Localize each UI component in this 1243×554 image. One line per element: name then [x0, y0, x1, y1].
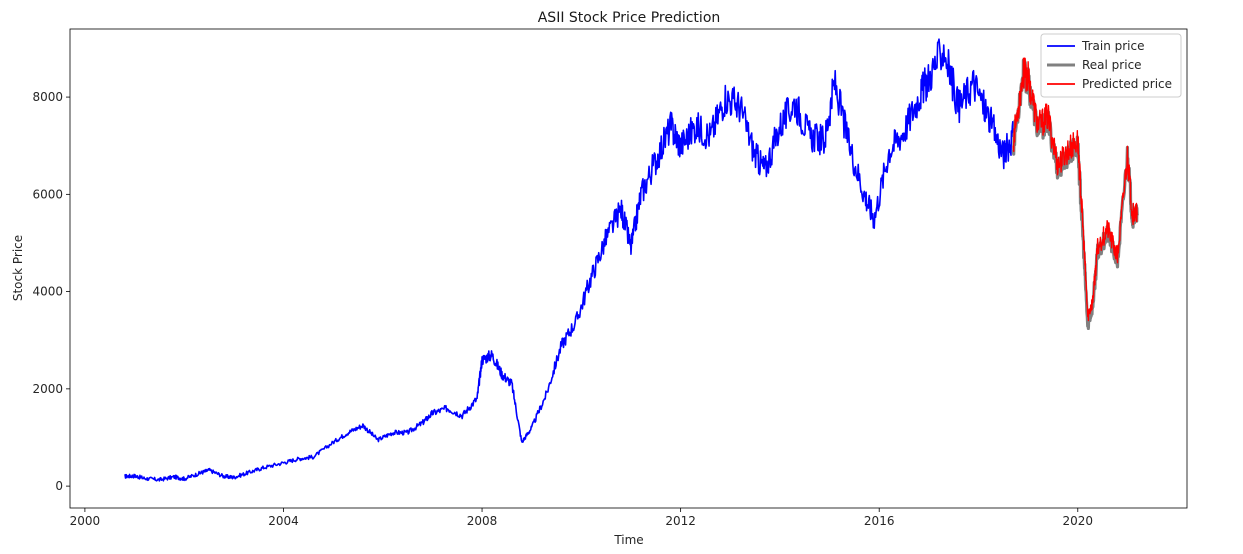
- legend-box: [1040, 33, 1182, 98]
- y-tick-label: 2000: [32, 382, 63, 396]
- legend-label: Real price: [1082, 58, 1142, 72]
- series-line-train-price: [124, 38, 1015, 482]
- y-tick-label: 4000: [32, 285, 63, 299]
- y-tick-label: 6000: [32, 187, 63, 201]
- chart-title: ASII Stock Price Prediction: [538, 10, 721, 26]
- x-tick-label: 2016: [864, 514, 895, 528]
- x-axis: 2000 2004 2008 2012 2016 2020: [70, 508, 1093, 528]
- legend-label: Predicted price: [1082, 77, 1172, 91]
- x-tick-label: 2000: [70, 514, 101, 528]
- y-axis: 0 2000 4000 6000 8000: [32, 90, 70, 493]
- x-tick-label: 2012: [665, 514, 696, 528]
- y-tick-label: 8000: [32, 90, 63, 104]
- plot-frame: [69, 28, 1188, 509]
- y-tick-label: 0: [55, 479, 63, 493]
- legend-label: Train price: [1081, 39, 1144, 53]
- series-layer: [124, 38, 1139, 482]
- y-axis-label: Stock Price: [11, 235, 25, 301]
- plot-area: [70, 29, 1187, 508]
- x-tick-label: 2020: [1063, 514, 1094, 528]
- x-tick-label: 2008: [467, 514, 498, 528]
- legend: Train price Real price Predicted price: [1040, 33, 1182, 98]
- x-axis-label: Time: [613, 533, 643, 547]
- x-tick-label: 2004: [268, 514, 299, 528]
- series-line-predicted-price: [1012, 57, 1139, 322]
